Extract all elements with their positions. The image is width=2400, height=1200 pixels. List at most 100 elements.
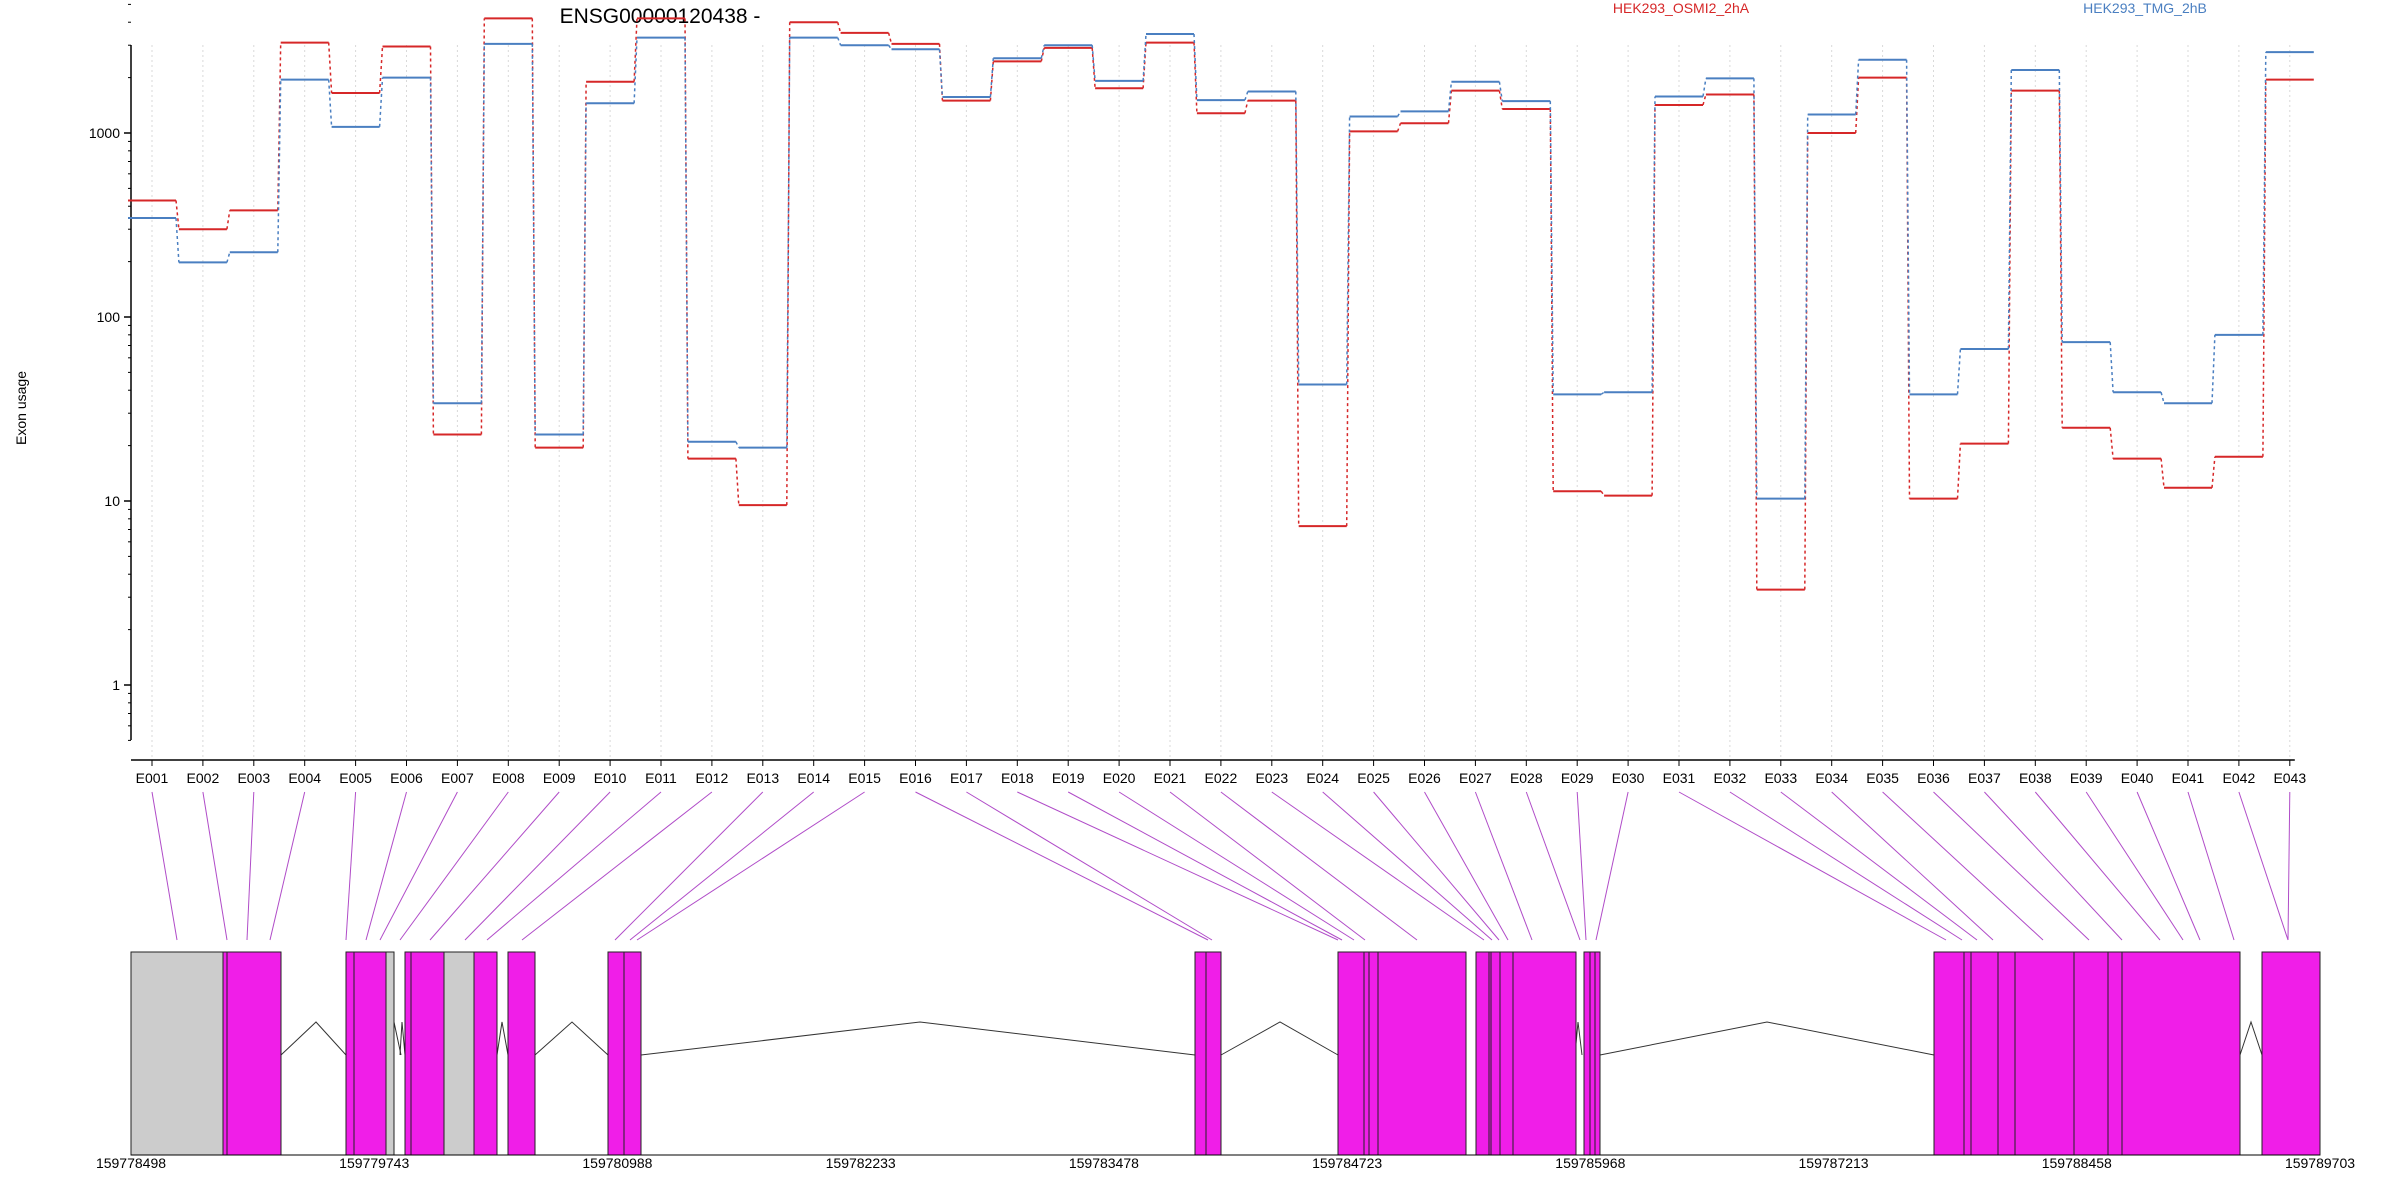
x-tick-label: E035 [1866,770,1899,786]
series-1-step [1854,77,1860,134]
x-tick-label: E007 [441,770,474,786]
axes: 1 10 100 1000 E001 E002 E003 E004 E005 E006 E007 E0… [89,3,2306,786]
intron-line [1220,1021,1339,1056]
x-tick-label: E013 [746,770,779,786]
x-tick-label: E010 [594,770,627,786]
series-2-step [1702,78,1707,97]
x-tick-label: E028 [1510,770,1543,786]
x-tick-label: E041 [2172,770,2205,786]
series-2-step [1193,34,1198,101]
exon-connector [1474,791,1533,941]
exon-connector [1525,791,1581,941]
x-tick-label: E018 [1001,770,1034,786]
coordinate-label: 159785968 [1555,1155,1625,1171]
exon-connector [399,791,509,941]
x-tick-label: E020 [1103,770,1136,786]
x-tick-label: E009 [543,770,576,786]
exon-connector [629,791,815,941]
series-1-step [2109,427,2114,459]
x-tick-label: E034 [1815,770,1848,786]
exon-connector [464,791,611,941]
exon-connector [1271,791,1485,941]
coordinate-label: 159782233 [826,1155,896,1171]
series-2-step [1905,59,1911,395]
exon-block [1363,951,1370,1156]
series-2-step [1244,91,1249,101]
x-tick-label: E026 [1408,770,1441,786]
coordinate-label: 159778498 [96,1155,166,1171]
intron-line [280,1021,347,1056]
series-2-step [2109,342,2114,393]
exon-connector [1831,791,1994,941]
series-2-step [1549,101,1554,395]
exon-block [2014,951,2075,1156]
x-tick-label: E029 [1561,770,1594,786]
x-tick-label: E042 [2223,770,2256,786]
x-tick-label: E031 [1663,770,1696,786]
series-2-step [327,79,333,127]
exon-block [2073,951,2109,1156]
series-2-step [1295,91,1300,385]
series-2-step [1447,81,1453,112]
series-1-step [1600,490,1605,497]
exon-connector [1424,791,1509,941]
series-2-step [2007,69,2013,350]
exon-connector [151,791,178,941]
intron-line [399,1021,406,1056]
coordinate-label: 159788458 [2042,1155,2112,1171]
series-1-step [1295,100,1300,527]
coordinate-label: 159784723 [1312,1155,1382,1171]
exon-connector [202,791,228,941]
exon-connector [1678,791,1947,941]
exon-block [404,951,412,1156]
shared-region-block [130,951,224,1156]
x-tick-label: E019 [1052,770,1085,786]
gene-model [130,951,2321,1156]
intron-line [496,1021,509,1056]
exon-connector [1933,791,2090,941]
x-tick-label: E002 [187,770,220,786]
series-2-step [887,44,893,50]
exon-connector [2187,791,2235,941]
intron-line [534,1021,609,1056]
x-tick-label: E037 [1968,770,2001,786]
series-2-step [684,37,689,442]
exon-block [353,951,387,1156]
x-tick-label: E038 [2019,770,2052,786]
series-2-step [1345,116,1351,385]
exon-block [1583,951,1591,1156]
series-1-step [1040,47,1045,62]
x-tick-label: E005 [339,770,372,786]
series-2-step [1600,391,1605,395]
series-lines [128,17,2314,591]
exon-connector [2085,791,2184,941]
series-2-step [582,103,587,435]
series-2-step [1956,348,1962,395]
exon-connector [2238,791,2289,941]
y-axis-label: Exon usage [13,371,29,445]
series-1-step [1244,100,1249,114]
chart-title: ENSG00000120438 - [560,5,761,28]
exon-connector [269,791,306,941]
intron-line [1599,1021,1935,1056]
series-2-step [2160,392,2165,404]
series-1-step [2211,456,2216,488]
series-2-step [1651,96,1656,393]
exon-block [2261,951,2321,1156]
exon-block [1194,951,1207,1156]
exon-block [1368,951,1379,1156]
exon-connector [1882,791,2044,941]
series-1-step [2058,90,2063,428]
x-tick-label: E001 [136,770,169,786]
intron-line [2239,1020,2263,1056]
exon-block [507,951,536,1156]
x-tick-label: E043 [2273,770,2306,786]
x-tick-label: E006 [390,770,423,786]
series-1-step [1447,90,1453,124]
exon-block [1963,951,1972,1156]
exon-connector [1373,791,1500,941]
series-2-step [1142,33,1147,81]
x-tick-label: E016 [899,770,932,786]
series-2-step [378,77,384,127]
